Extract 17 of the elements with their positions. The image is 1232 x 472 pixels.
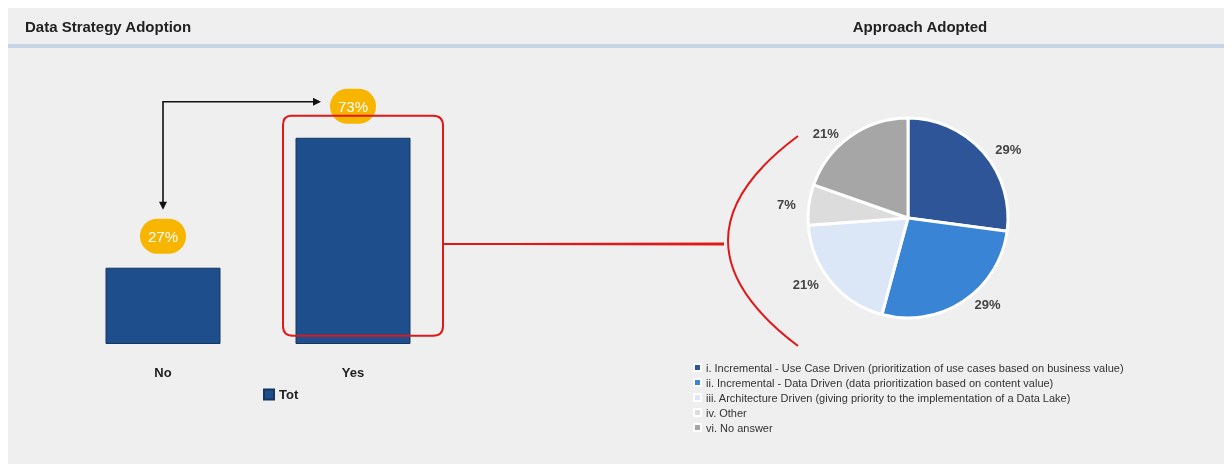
legend-label: i. Incremental - Use Case Driven (prioritization of use cases based on business value) — [706, 361, 1124, 374]
chart-title: Approach Adopted — [852, 18, 988, 35]
legend-label: ii. Incremental - Data Driven (data prioritization based on content value) — [706, 376, 1054, 389]
data-label: 21% — [792, 276, 820, 292]
data-label: 73% — [337, 97, 369, 115]
data-label: 29% — [995, 141, 1022, 157]
data-label: 29% — [974, 297, 1002, 313]
chart-title: Data Strategy Adoption — [25, 18, 192, 35]
legend-label: iv. Other — [706, 406, 748, 419]
legend-label: vi. No answer — [706, 421, 773, 434]
data-label: 7% — [777, 196, 797, 212]
data-label: 21% — [812, 125, 840, 141]
x-tick-label: No — [154, 365, 172, 380]
legend-label: iii. Architecture Driven (giving priority to the implementation of a Data Lake) — [706, 391, 1071, 404]
legend-label: Tot — [279, 387, 299, 402]
x-tick-label: Yes — [341, 365, 365, 380]
data-label: 27% — [147, 227, 179, 245]
